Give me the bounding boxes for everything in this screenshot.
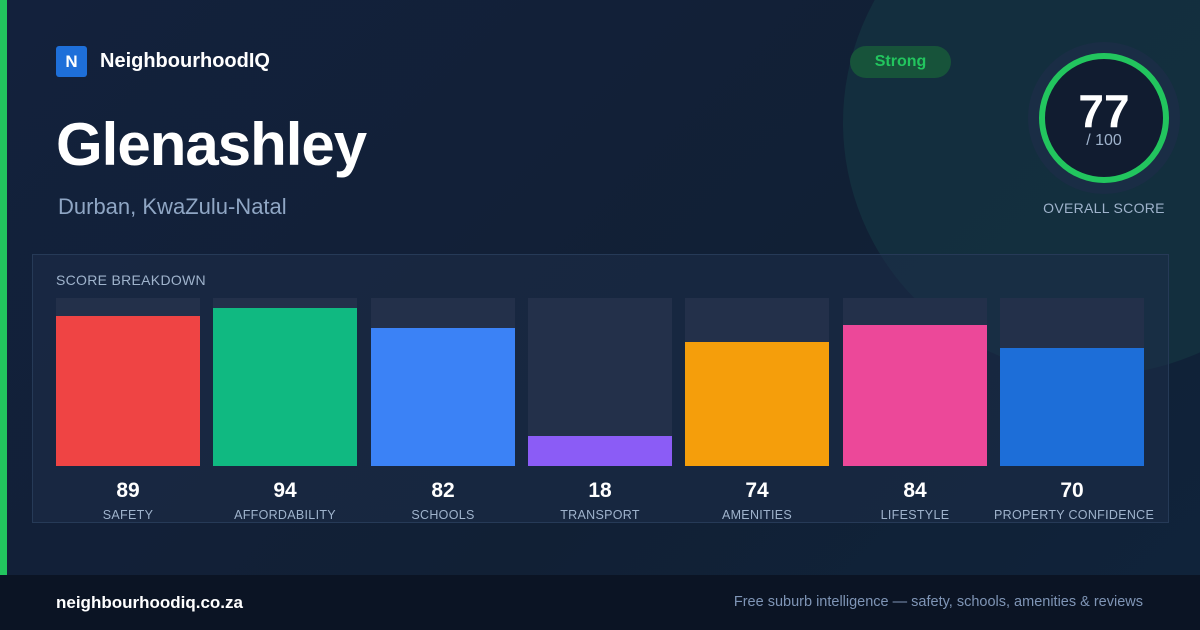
overall-score-max: / 100	[1086, 132, 1122, 149]
brand-logo-icon: N	[56, 46, 87, 77]
suburb-location: Durban, KwaZulu-Natal	[58, 194, 287, 219]
footer	[0, 575, 1200, 630]
score-breakdown-chart: 89 SAFETY 94 AFFORDABILITY 82 SCHOOLS 18 TRANSP…	[56, 298, 1155, 522]
bar-category-label: PROPERTY CONFIDENCE	[994, 508, 1155, 522]
rating-badge: Strong	[850, 46, 951, 78]
bar-category-label: SAFETY	[102, 508, 154, 522]
footer-tagline: Free suburb intelligence — safety, schoo…	[733, 594, 1143, 610]
overall-score-value: 77	[1078, 85, 1130, 137]
bar-value-label: 89	[116, 479, 140, 502]
bar-transport	[528, 436, 672, 466]
footer-site-link[interactable]: neighbourhoodiq.co.za	[56, 593, 243, 612]
bar-value-label: 70	[1060, 479, 1084, 502]
score-ring-track	[1039, 53, 1169, 183]
bar-value-label: 84	[903, 479, 927, 502]
overall-score-ring	[1028, 42, 1180, 194]
bar-value-label: 82	[431, 479, 455, 502]
overall-score-caption: OVERALL SCORE	[1043, 200, 1165, 216]
bar-value-label: 18	[588, 479, 612, 502]
bar-category-label: TRANSPORT	[560, 508, 640, 522]
bar-safety	[56, 316, 200, 466]
bar-lifestyle	[843, 325, 987, 466]
bar-affordability	[213, 308, 357, 466]
accent-strip	[0, 0, 7, 575]
bar-value-label: 94	[273, 479, 297, 502]
brand-name: NeighbourhoodIQ	[100, 50, 270, 72]
bar-amenities	[685, 342, 829, 466]
bar-schools	[371, 328, 515, 466]
bar-category-label: AFFORDABILITY	[234, 508, 336, 522]
score-ring-inner	[1042, 56, 1166, 180]
bar-category-label: AMENITIES	[721, 508, 793, 522]
bar-category-label: LIFESTYLE	[880, 508, 950, 522]
score-breakdown-title: SCORE BREAKDOWN	[56, 272, 206, 288]
bar-property-confidence	[1000, 348, 1144, 466]
brand: N NeighbourhoodIQ	[56, 46, 270, 77]
bar-value-label: 74	[745, 479, 769, 502]
suburb-title: Glenashley	[56, 111, 367, 178]
bar-category-label: SCHOOLS	[411, 508, 475, 522]
